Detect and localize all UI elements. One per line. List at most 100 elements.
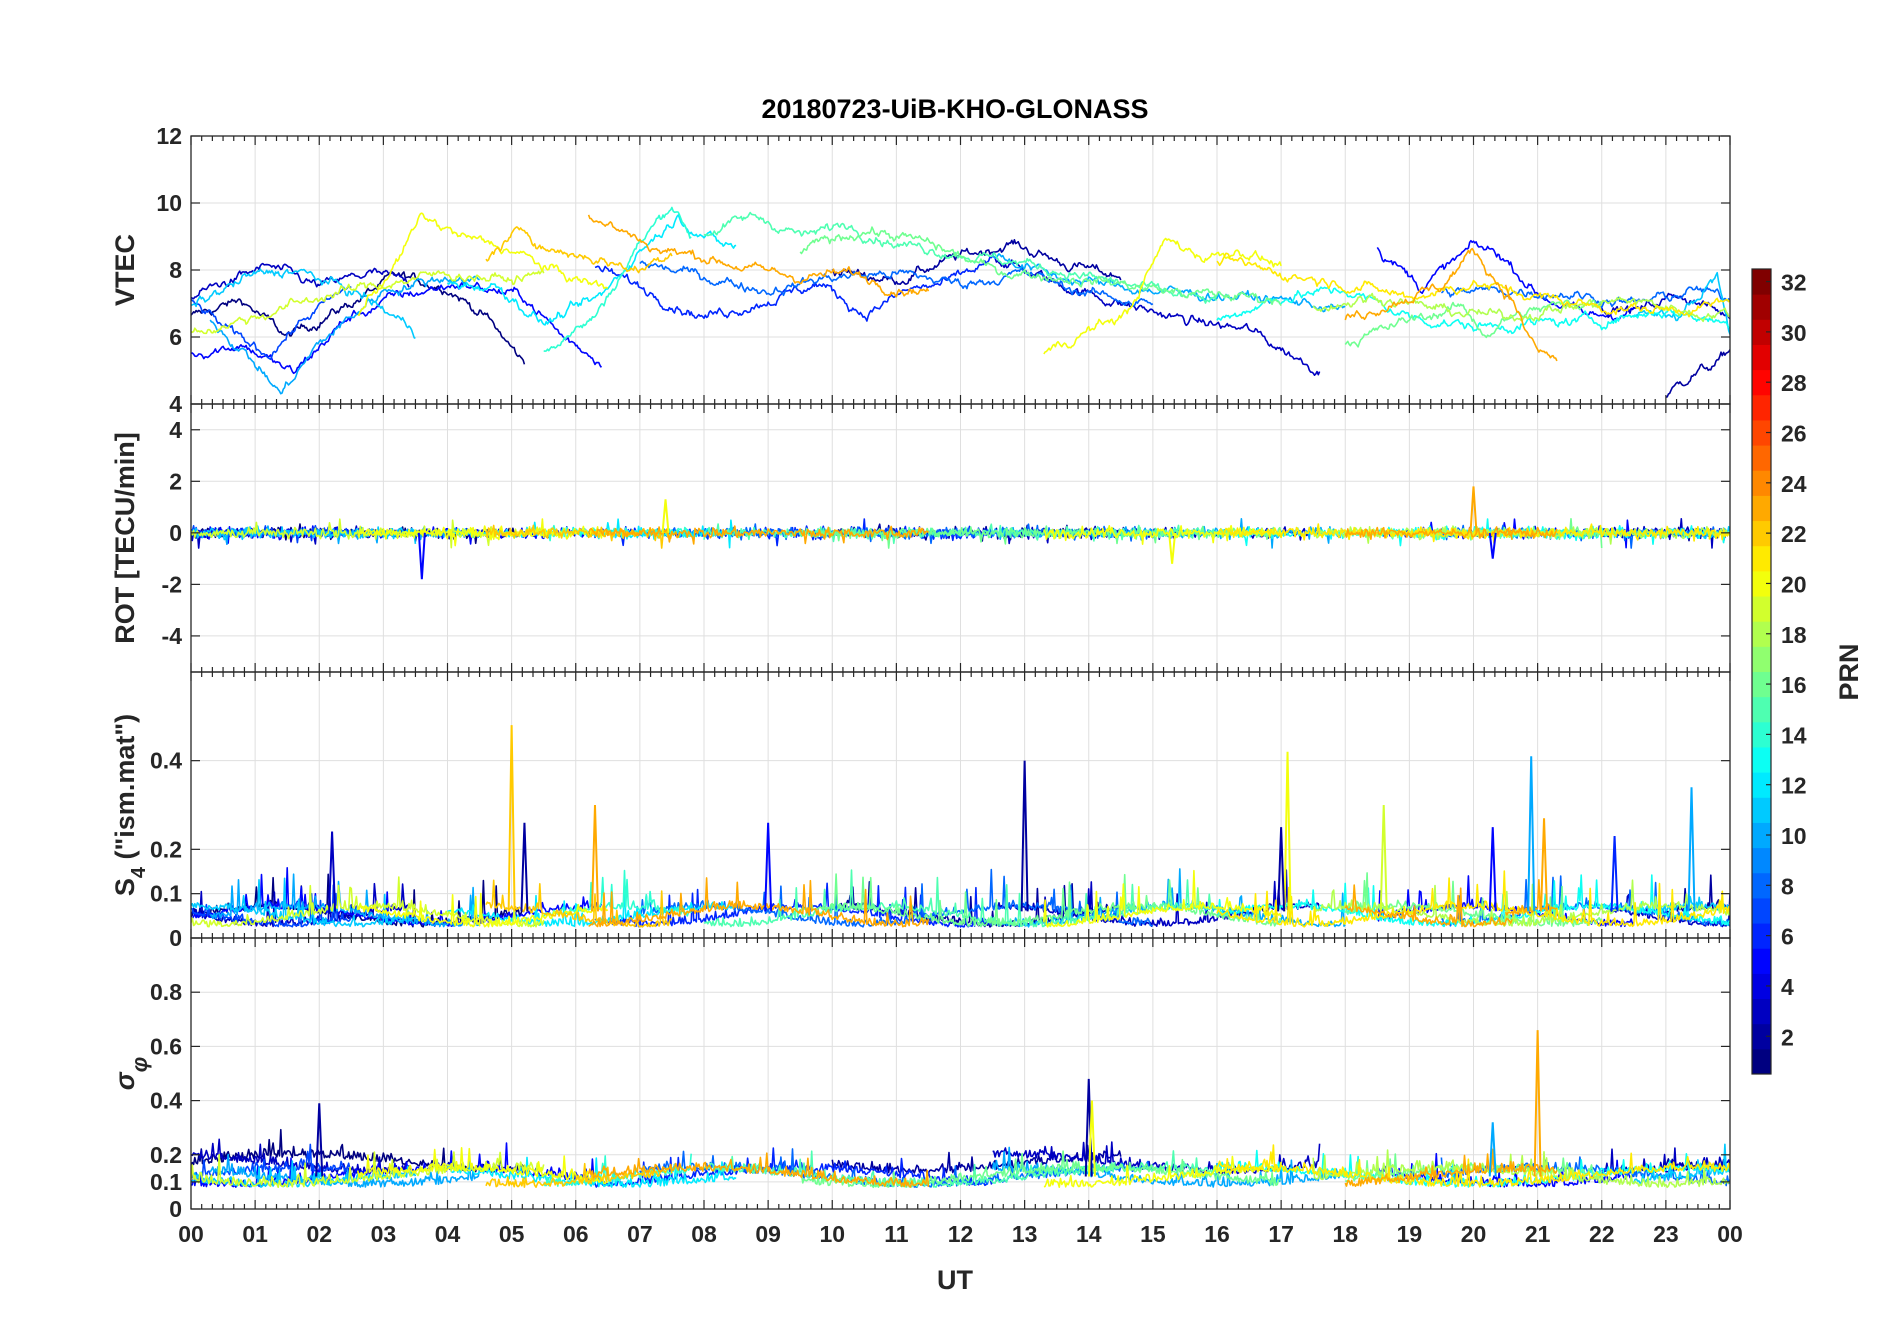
series-line-prn-18 bbox=[1312, 1149, 1730, 1189]
colorbar-tick-label: 14 bbox=[1781, 722, 1807, 748]
series-line-prn-2 bbox=[831, 239, 1122, 286]
y-tick-label: 0.1 bbox=[150, 881, 182, 907]
colorbar-segment bbox=[1752, 621, 1771, 647]
colorbar-segment bbox=[1752, 470, 1771, 496]
spike-mark bbox=[1488, 1122, 1497, 1177]
colorbar-segment bbox=[1752, 746, 1771, 773]
x-tick-label: 07 bbox=[627, 1221, 653, 1247]
colorbar-segment bbox=[1752, 772, 1771, 798]
y-tick-label: 0.8 bbox=[150, 979, 182, 1005]
series-group bbox=[191, 725, 1730, 928]
colorbar-segment bbox=[1752, 822, 1771, 849]
y-axis-label-sub: 4 bbox=[128, 866, 150, 878]
x-tick-label: 14 bbox=[1076, 1221, 1102, 1247]
x-tick-label: 20 bbox=[1461, 1221, 1487, 1247]
colorbar-tick-label: 22 bbox=[1781, 521, 1807, 547]
series-line-prn-23 bbox=[587, 525, 929, 545]
series-line-prn-10 bbox=[991, 1146, 1346, 1188]
y-tick-label: 0 bbox=[169, 1196, 182, 1222]
panel-rot: -4 -2 0 2 4 ROT [TECU/min] bbox=[110, 403, 1731, 673]
colorbar-tick-label: 26 bbox=[1781, 421, 1807, 447]
x-tick-label: 04 bbox=[435, 1221, 461, 1247]
series-line-prn-20 bbox=[1043, 869, 1282, 928]
colorbar-segment bbox=[1752, 998, 1771, 1025]
series-line-prn-21 bbox=[1216, 1144, 1730, 1188]
series-line-prn-23 bbox=[587, 1152, 930, 1188]
colorbar-segment bbox=[1752, 847, 1771, 874]
y-tick-label: 4 bbox=[169, 391, 182, 417]
series-line-prn-22 bbox=[485, 226, 673, 274]
series-group bbox=[191, 486, 1730, 580]
spike-mark bbox=[315, 1103, 324, 1177]
series-line-prn-23 bbox=[1504, 526, 1558, 540]
colorbar-segment bbox=[1752, 671, 1771, 698]
series-line-prn-14 bbox=[543, 206, 692, 353]
x-tick-label: 00 bbox=[1717, 1221, 1743, 1247]
colorbar-segment bbox=[1752, 445, 1771, 471]
spike-mark bbox=[417, 532, 426, 580]
y-axis-label: σφ bbox=[110, 1057, 152, 1090]
series-line-prn-23 bbox=[1344, 1148, 1513, 1187]
colorbar-tick-label: 28 bbox=[1781, 370, 1807, 396]
y-axis-label: S4 ("ism.mat") bbox=[110, 714, 150, 896]
x-tick-label: 22 bbox=[1589, 1221, 1615, 1247]
x-tick-label: 10 bbox=[819, 1221, 845, 1247]
series-group bbox=[191, 206, 1730, 398]
x-tick-label: 21 bbox=[1525, 1221, 1551, 1247]
series-line-prn-5 bbox=[191, 281, 603, 375]
series-line-prn-23 bbox=[1504, 284, 1558, 362]
series-line-prn-11 bbox=[1633, 1143, 1730, 1185]
colorbar-segment bbox=[1752, 797, 1771, 823]
series-line-prn-16 bbox=[799, 226, 1282, 307]
series-line-prn-15 bbox=[703, 211, 1218, 304]
series-line-prn-20 bbox=[356, 1147, 609, 1185]
y-axis-label-phi: φ bbox=[127, 1057, 152, 1072]
y-axis-label: VTEC bbox=[110, 234, 140, 306]
series-line-prn-16 bbox=[800, 873, 1282, 928]
spike-mark bbox=[1087, 1100, 1096, 1177]
series-line-prn-23 bbox=[588, 877, 930, 928]
series-line-prn-10 bbox=[209, 275, 480, 395]
series-line-prn-21 bbox=[1216, 523, 1730, 545]
x-tick-label: 11 bbox=[884, 1221, 909, 1247]
colorbar-tick-label: 18 bbox=[1781, 622, 1807, 648]
colorbar-tick-label: 10 bbox=[1781, 823, 1807, 849]
series-group bbox=[191, 1030, 1730, 1189]
y-axis-label-sigma: σ bbox=[110, 1071, 140, 1090]
colorbar-segment bbox=[1752, 495, 1771, 522]
series-line-prn-20 bbox=[357, 212, 609, 317]
colorbar-segment bbox=[1752, 973, 1771, 1000]
y-tick-label: 0.4 bbox=[150, 1088, 182, 1114]
series-line-prn-6 bbox=[594, 254, 994, 322]
y-axis-label: ROT [TECU/min] bbox=[110, 432, 140, 643]
y-tick-label: 0.2 bbox=[150, 1142, 182, 1168]
series-line-prn-2 bbox=[1665, 349, 1730, 398]
colorbar-segment bbox=[1752, 294, 1771, 320]
series-line-prn-21 bbox=[1216, 870, 1730, 928]
colorbar-tick-label: 32 bbox=[1781, 270, 1807, 296]
x-tick-label: 02 bbox=[306, 1221, 332, 1247]
x-tick-label: 13 bbox=[1012, 1221, 1038, 1247]
spike-mark bbox=[328, 831, 337, 912]
series-line-prn-23 bbox=[1344, 526, 1513, 541]
colorbar-segment bbox=[1752, 696, 1771, 723]
colorbar-tick-label: 20 bbox=[1781, 571, 1807, 597]
y-axis-label-rest: ("ism.mat") bbox=[110, 714, 140, 867]
colorbar-segment bbox=[1752, 872, 1771, 899]
series-line-prn-10 bbox=[210, 873, 481, 928]
y-tick-label: 12 bbox=[156, 123, 182, 149]
x-tick-label: 05 bbox=[499, 1221, 525, 1247]
series-line-prn-11 bbox=[1633, 271, 1730, 335]
spike-mark bbox=[1379, 804, 1388, 912]
y-tick-label: 0.4 bbox=[150, 748, 182, 774]
series-line-prn-3 bbox=[992, 255, 1321, 377]
y-tick-label: 10 bbox=[156, 190, 182, 216]
series-line-prn-22 bbox=[485, 1162, 673, 1188]
series-line-prn-12 bbox=[446, 214, 737, 326]
y-tick-label: -4 bbox=[162, 623, 183, 649]
colorbar-tick-label: 24 bbox=[1781, 471, 1807, 497]
series-line-prn-3 bbox=[191, 882, 410, 928]
